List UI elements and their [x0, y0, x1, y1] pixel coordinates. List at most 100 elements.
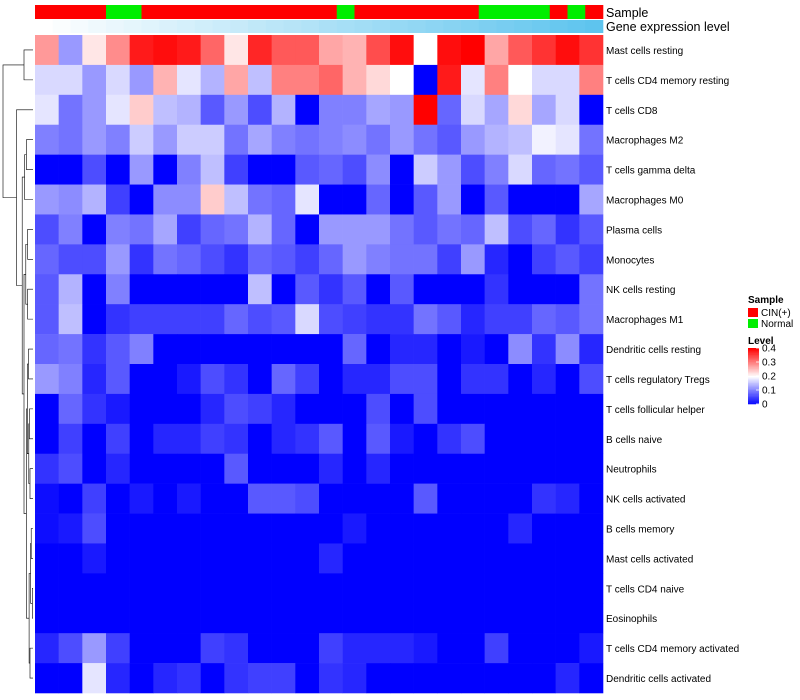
- heatmap-cell: [437, 573, 462, 604]
- heatmap-cell: [129, 663, 154, 694]
- heatmap-cell: [508, 64, 533, 96]
- heatmap-cell: [153, 573, 178, 604]
- heatmap-cell: [532, 184, 556, 215]
- heatmap-cell: [82, 423, 107, 455]
- sample-legend: Sample CIN(+) Normal: [748, 295, 793, 330]
- heatmap-cell: [437, 513, 462, 544]
- heatmap-cell: [555, 244, 580, 275]
- heatmap-cell: [200, 453, 225, 484]
- sample-annotation-cell: [177, 5, 196, 19]
- heatmap-cell: [319, 244, 343, 275]
- dendrogram-branch: [32, 588, 33, 619]
- heatmap-cell: [271, 244, 296, 275]
- sample-legend-swatch-normal: [748, 319, 758, 328]
- heatmap-cell: [484, 483, 509, 514]
- heatmap-cell: [413, 274, 438, 305]
- heatmap-cell: [295, 304, 320, 335]
- heatmap-cell: [295, 94, 320, 126]
- heatmap-cell: [461, 513, 485, 544]
- heatmap-cell: [366, 603, 391, 634]
- sample-annotation-cell: [141, 5, 160, 19]
- heatmap-cell: [271, 214, 296, 245]
- heatmap-cell: [413, 35, 438, 66]
- colorbar-segment: [748, 374, 759, 377]
- sample-annotation-cell: [265, 5, 284, 19]
- heatmap-cell: [35, 663, 59, 694]
- heatmap-cell: [271, 393, 296, 425]
- heatmap-cell: [413, 393, 438, 425]
- heatmap-cell: [177, 35, 201, 66]
- colorbar-segment: [748, 357, 759, 360]
- heatmap-cell: [106, 513, 130, 544]
- heatmap-cell: [224, 543, 249, 574]
- heatmap-cell: [153, 244, 178, 275]
- heatmap-cell: [390, 244, 414, 275]
- heatmap-cell: [106, 423, 130, 455]
- heatmap-cell: [366, 154, 391, 185]
- heatmap-cell: [35, 633, 59, 664]
- heatmap-cell: [295, 154, 320, 185]
- heatmap-cell: [437, 603, 462, 634]
- sample-annotation-cell: [123, 5, 142, 19]
- heatmap-cell: [58, 334, 83, 365]
- colorbar-tick-label: 0.2: [762, 372, 776, 383]
- row-label: Macrophages M2: [606, 136, 684, 147]
- heatmap-cell: [106, 573, 130, 604]
- heatmap-cell: [319, 94, 343, 126]
- heatmap-cell: [319, 154, 343, 185]
- colorbar-segment: [748, 390, 759, 392]
- heatmap-cell: [153, 483, 178, 514]
- heatmap-cell: [484, 334, 509, 365]
- heatmap-cell: [248, 393, 272, 425]
- heatmap-cell: [390, 633, 414, 664]
- heatmap-cell: [177, 124, 201, 155]
- row-label: T cells CD4 memory activated: [606, 644, 739, 655]
- heatmap-cell: [58, 214, 83, 245]
- heatmap-cell: [177, 663, 201, 694]
- heatmap-cell: [390, 304, 414, 335]
- row-label: Macrophages M0: [606, 196, 684, 207]
- colorbar-segment: [748, 401, 759, 403]
- expression-annotation-cell: [496, 20, 515, 33]
- heatmap-cell: [461, 304, 485, 335]
- heatmap-cell: [342, 364, 367, 395]
- heatmap-cell: [484, 214, 509, 245]
- heatmap-cell: [106, 64, 130, 96]
- heatmap-cell: [390, 543, 414, 574]
- heatmap-cell: [555, 483, 580, 514]
- colorbar-segment: [748, 364, 759, 367]
- heatmap-cell: [437, 64, 462, 96]
- expression-annotation-cell: [319, 20, 338, 33]
- heatmap-cell: [35, 184, 59, 215]
- heatmap-cell: [508, 543, 533, 574]
- colorbar-segment: [748, 392, 759, 395]
- heatmap-cell: [106, 35, 130, 66]
- heatmap-cell: [58, 633, 83, 664]
- expression-annotation-cell: [194, 20, 213, 33]
- dendrogram-branch: [23, 273, 27, 514]
- heatmap-cell: [177, 453, 201, 484]
- row-label: NK cells resting: [606, 285, 675, 296]
- heatmap-cell: [129, 334, 154, 365]
- heatmap-cell: [532, 423, 556, 455]
- heatmap-cell: [58, 304, 83, 335]
- heatmap-cell: [295, 364, 320, 395]
- expression-annotation-cell: [372, 20, 391, 33]
- expression-annotation-cell: [159, 20, 178, 33]
- heatmap-cell: [58, 423, 83, 455]
- dendrogram-branch: [29, 647, 33, 679]
- heatmap-cell: [129, 304, 154, 335]
- expression-annotation-cell: [35, 20, 54, 33]
- heatmap-cell: [295, 543, 320, 574]
- heatmap-cell: [366, 64, 391, 96]
- expression-annotation-cell: [549, 20, 568, 33]
- heatmap-cell: [390, 453, 414, 484]
- heatmap-cell: [82, 244, 107, 275]
- heatmap-cell: [271, 543, 296, 574]
- heatmap-cell: [295, 124, 320, 155]
- heatmap-cell: [390, 603, 414, 634]
- sample-annotation-cell: [443, 5, 462, 19]
- heatmap-cell: [177, 94, 201, 126]
- colorbar-segment: [748, 349, 759, 352]
- heatmap-cell: [82, 304, 107, 335]
